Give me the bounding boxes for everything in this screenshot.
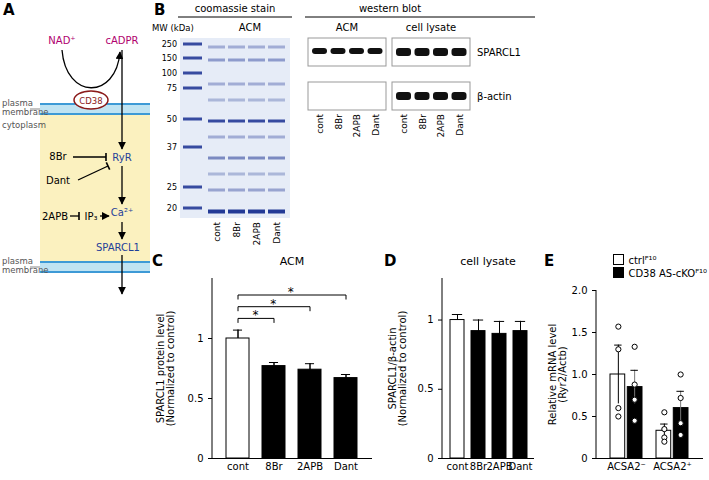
svg-text:8Br: 8Br xyxy=(470,461,488,472)
html-text:C: C xyxy=(152,252,163,270)
svg-text:0.5: 0.5 xyxy=(418,383,434,394)
svg-text:plasmamembrane: plasmamembrane xyxy=(2,256,49,275)
svg-text:37: 37 xyxy=(167,143,177,152)
svg-text:1: 1 xyxy=(427,314,433,325)
html-text:ctrlᴾ¹⁰: ctrlᴾ¹⁰ xyxy=(628,255,657,266)
svg-text:0.5: 0.5 xyxy=(188,393,204,404)
svg-text:plasmamembrane: plasmamembrane xyxy=(2,98,49,117)
svg-text:25: 25 xyxy=(167,183,177,192)
svg-text:ACM: ACM xyxy=(239,22,261,33)
svg-text:cell lysate: cell lysate xyxy=(406,22,457,33)
svg-text:Dant: Dant xyxy=(508,461,532,472)
svg-text:150: 150 xyxy=(162,54,177,63)
svg-text:*: * xyxy=(270,297,276,311)
svg-text:8Br: 8Br xyxy=(265,461,283,472)
svg-text:20: 20 xyxy=(167,204,177,213)
svg-text:2.0: 2.0 xyxy=(572,285,588,296)
svg-text:coomassie stain: coomassie stain xyxy=(195,3,276,14)
svg-text:2APB: 2APB xyxy=(486,460,513,472)
svg-text:ACSA2⁺: ACSA2⁺ xyxy=(653,461,692,472)
svg-text:cont: cont xyxy=(399,114,409,134)
svg-text:cont: cont xyxy=(212,222,222,242)
svg-text:Ca²⁺: Ca²⁺ xyxy=(111,207,133,218)
svg-text:8Br: 8Br xyxy=(334,114,344,130)
svg-text:IP₃: IP₃ xyxy=(85,211,98,222)
svg-text:250: 250 xyxy=(162,40,177,49)
svg-text:8Br: 8Br xyxy=(232,222,242,238)
html-text:E: E xyxy=(544,252,555,270)
svg-text:RyR: RyR xyxy=(112,152,131,163)
svg-text:100: 100 xyxy=(162,69,177,78)
svg-text:A: A xyxy=(3,1,15,19)
html-text:cell lysate: cell lysate xyxy=(460,255,516,268)
svg-text:1.5: 1.5 xyxy=(572,327,588,338)
svg-text:2APB: 2APB xyxy=(297,461,323,472)
svg-text:50: 50 xyxy=(167,115,177,124)
html-text:ACM: ACM xyxy=(279,255,305,268)
svg-text:Dant: Dant xyxy=(272,222,282,244)
svg-text:cont: cont xyxy=(447,461,469,472)
svg-text:1: 1 xyxy=(197,333,203,344)
svg-text:β-actin: β-actin xyxy=(477,91,512,102)
svg-text:Dant: Dant xyxy=(334,461,358,472)
svg-text:2APB: 2APB xyxy=(352,114,362,137)
svg-text:Dant: Dant xyxy=(455,114,465,136)
svg-text:0.5: 0.5 xyxy=(572,411,588,422)
svg-text:Dant: Dant xyxy=(371,114,381,136)
svg-text:8Br: 8Br xyxy=(49,151,67,162)
svg-text:2APB: 2APB xyxy=(42,211,68,222)
svg-text:B: B xyxy=(154,1,165,19)
svg-text:2APB: 2APB xyxy=(436,114,446,137)
svg-text:0: 0 xyxy=(197,453,203,464)
svg-text:SPARCL1 protein level(Normaliz: SPARCL1 protein level(Normalized to cont… xyxy=(155,311,176,427)
svg-text:2APB: 2APB xyxy=(252,222,262,245)
svg-text:western blot: western blot xyxy=(359,3,421,14)
svg-text:cont: cont xyxy=(227,461,249,472)
svg-text:75: 75 xyxy=(167,84,177,93)
svg-text:MW (kDa): MW (kDa) xyxy=(152,23,194,33)
html-text:D: D xyxy=(384,252,397,270)
svg-text:NAD⁺: NAD⁺ xyxy=(48,35,75,46)
svg-text:0: 0 xyxy=(427,453,433,464)
svg-text:1.0: 1.0 xyxy=(572,369,588,380)
svg-text:ACSA2⁻: ACSA2⁻ xyxy=(607,461,646,472)
svg-text:SPARCL1: SPARCL1 xyxy=(477,47,521,58)
svg-text:cytoplasm: cytoplasm xyxy=(2,120,46,130)
svg-text:8Br: 8Br xyxy=(418,114,428,130)
html-text:CD38 AS-cKOᴾ¹⁰: CD38 AS-cKOᴾ¹⁰ xyxy=(628,268,707,279)
svg-text:ACM: ACM xyxy=(336,22,358,33)
svg-text:cADPR: cADPR xyxy=(105,35,138,46)
svg-text:Relative mRNA level(Ryr2/Actb): Relative mRNA level(Ryr2/Actb) xyxy=(547,324,568,425)
svg-text:cont: cont xyxy=(315,114,325,134)
svg-text:*: * xyxy=(288,285,294,299)
svg-text:CD38: CD38 xyxy=(79,96,102,106)
svg-text:*: * xyxy=(253,308,259,322)
svg-text:SPARCL1: SPARCL1 xyxy=(96,242,140,253)
svg-text:0: 0 xyxy=(581,453,587,464)
svg-text:SPARCL1/β-actin(Normalized to: SPARCL1/β-actin(Normalized to control) xyxy=(387,311,408,427)
svg-text:Dant: Dant xyxy=(46,175,70,186)
